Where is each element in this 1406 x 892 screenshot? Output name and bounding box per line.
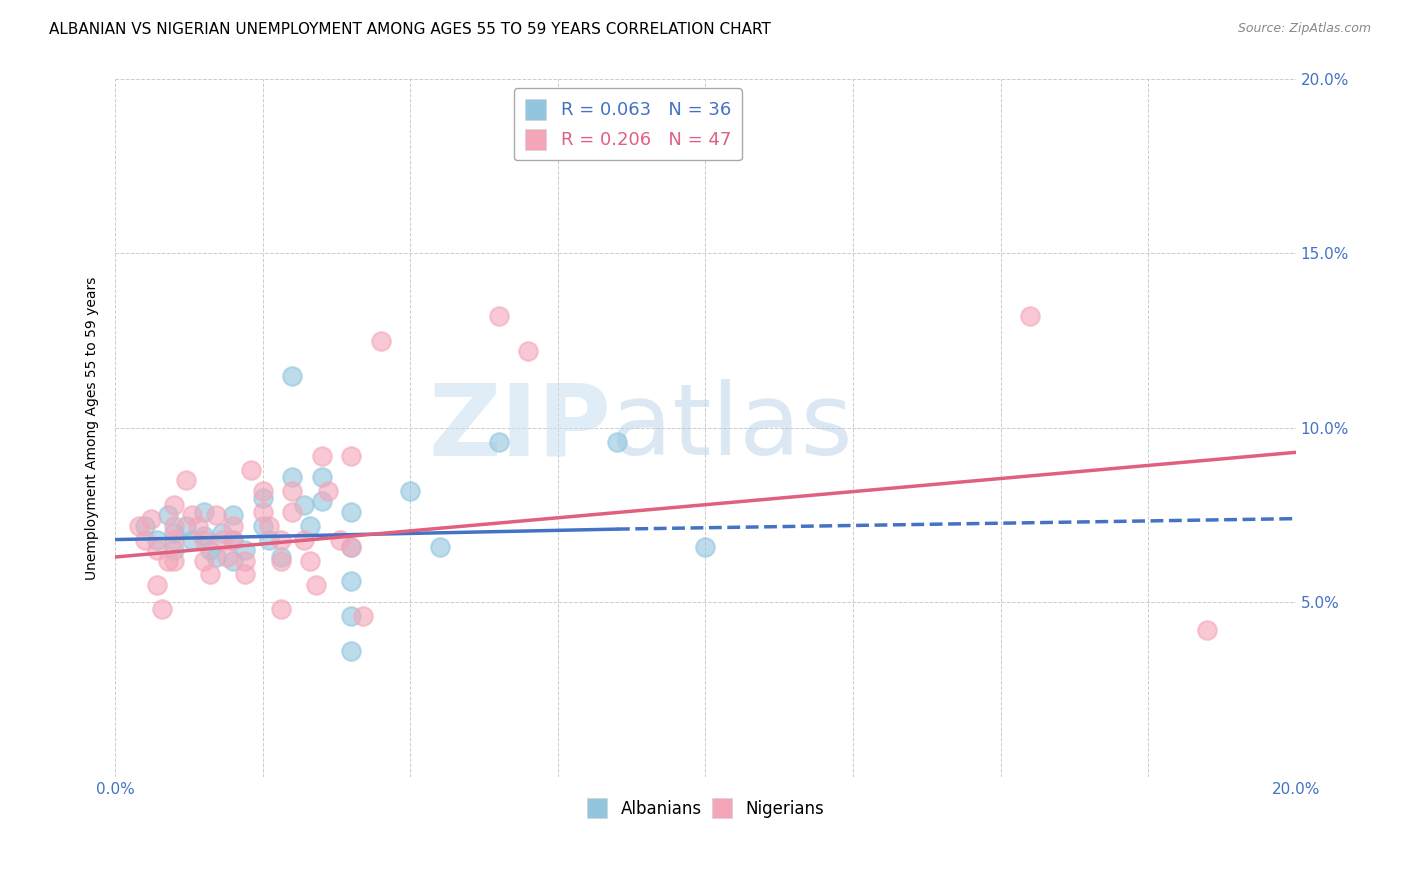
Point bbox=[163, 553, 186, 567]
Point bbox=[311, 470, 333, 484]
Point bbox=[145, 533, 167, 547]
Point bbox=[211, 525, 233, 540]
Point bbox=[340, 644, 363, 658]
Point bbox=[695, 540, 717, 554]
Point bbox=[157, 553, 180, 567]
Point bbox=[134, 518, 156, 533]
Point bbox=[163, 525, 186, 540]
Point bbox=[211, 533, 233, 547]
Point bbox=[222, 553, 245, 567]
Point bbox=[340, 540, 363, 554]
Point bbox=[187, 518, 209, 533]
Point bbox=[222, 533, 245, 547]
Y-axis label: Unemployment Among Ages 55 to 59 years: Unemployment Among Ages 55 to 59 years bbox=[86, 277, 100, 580]
Point bbox=[134, 533, 156, 547]
Point bbox=[222, 508, 245, 523]
Point bbox=[193, 505, 215, 519]
Point bbox=[270, 553, 292, 567]
Point bbox=[316, 483, 339, 498]
Point bbox=[257, 518, 280, 533]
Point bbox=[299, 553, 322, 567]
Point bbox=[152, 602, 174, 616]
Point bbox=[488, 434, 510, 449]
Point bbox=[174, 473, 197, 487]
Point bbox=[198, 543, 221, 558]
Point bbox=[240, 463, 263, 477]
Point bbox=[163, 533, 186, 547]
Text: ZIP: ZIP bbox=[429, 379, 612, 476]
Point bbox=[252, 505, 274, 519]
Point bbox=[340, 574, 363, 589]
Point bbox=[181, 533, 204, 547]
Point bbox=[233, 567, 256, 582]
Text: atlas: atlas bbox=[612, 379, 852, 476]
Point bbox=[270, 602, 292, 616]
Point bbox=[193, 533, 215, 547]
Point bbox=[174, 518, 197, 533]
Point bbox=[163, 518, 186, 533]
Point bbox=[252, 483, 274, 498]
Point bbox=[270, 533, 292, 547]
Point bbox=[299, 518, 322, 533]
Point bbox=[281, 470, 304, 484]
Point bbox=[128, 518, 150, 533]
Legend: Albanians, Nigerians: Albanians, Nigerians bbox=[581, 792, 831, 824]
Point bbox=[328, 533, 350, 547]
Point bbox=[340, 609, 363, 624]
Point bbox=[145, 543, 167, 558]
Point bbox=[281, 368, 304, 383]
Point bbox=[399, 483, 422, 498]
Point bbox=[193, 529, 215, 543]
Point bbox=[281, 505, 304, 519]
Point bbox=[352, 609, 374, 624]
Point bbox=[257, 533, 280, 547]
Point bbox=[145, 578, 167, 592]
Point bbox=[204, 508, 226, 523]
Point bbox=[198, 567, 221, 582]
Point bbox=[292, 498, 315, 512]
Point bbox=[281, 483, 304, 498]
Point bbox=[204, 549, 226, 564]
Point bbox=[517, 344, 540, 359]
Point bbox=[157, 508, 180, 523]
Point bbox=[429, 540, 451, 554]
Point bbox=[181, 508, 204, 523]
Point bbox=[270, 549, 292, 564]
Point bbox=[340, 449, 363, 463]
Point bbox=[340, 505, 363, 519]
Text: ALBANIAN VS NIGERIAN UNEMPLOYMENT AMONG AGES 55 TO 59 YEARS CORRELATION CHART: ALBANIAN VS NIGERIAN UNEMPLOYMENT AMONG … bbox=[49, 22, 770, 37]
Point bbox=[222, 518, 245, 533]
Point bbox=[233, 543, 256, 558]
Point bbox=[292, 533, 315, 547]
Point bbox=[488, 310, 510, 324]
Point bbox=[217, 549, 239, 564]
Point bbox=[193, 553, 215, 567]
Point bbox=[233, 553, 256, 567]
Text: Source: ZipAtlas.com: Source: ZipAtlas.com bbox=[1237, 22, 1371, 36]
Point bbox=[305, 578, 328, 592]
Point bbox=[163, 498, 186, 512]
Point bbox=[311, 449, 333, 463]
Point bbox=[139, 511, 162, 525]
Point bbox=[370, 334, 392, 348]
Point bbox=[252, 518, 274, 533]
Point bbox=[1019, 310, 1042, 324]
Point bbox=[1197, 624, 1219, 638]
Point bbox=[252, 491, 274, 505]
Point bbox=[163, 543, 186, 558]
Point bbox=[311, 494, 333, 508]
Point bbox=[606, 434, 628, 449]
Point bbox=[222, 533, 245, 547]
Point bbox=[340, 540, 363, 554]
